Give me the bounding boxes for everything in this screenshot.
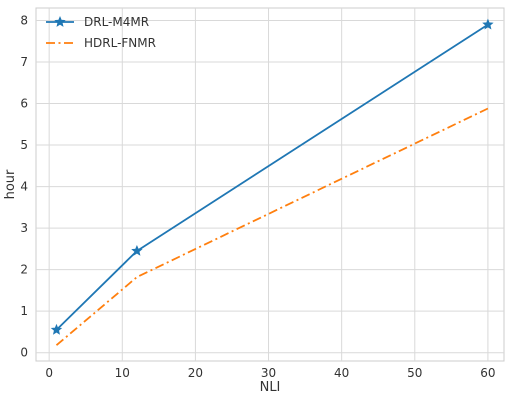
x-tick-label: 50 (407, 366, 422, 380)
x-tick-label: 0 (45, 366, 53, 380)
series-line-drl-m4mr (55, 23, 489, 331)
legend-label-hdrl-fnmr: HDRL-FNMR (84, 36, 156, 50)
x-tick-label: 40 (334, 366, 349, 380)
x-axis-label: NLI (260, 380, 281, 395)
series (50, 18, 494, 346)
y-tick-label: 5 (20, 138, 28, 152)
y-tick-label: 3 (20, 221, 28, 235)
grid (35, 7, 505, 362)
y-tick-label: 6 (20, 97, 28, 111)
x-tick-label: 30 (261, 366, 276, 380)
legend-label-drl-m4mr: DRL-M4MR (84, 15, 149, 29)
data-point-drl-m4mr (131, 244, 143, 256)
legend-marker-drl-m4mr (54, 16, 66, 27)
y-tick-label: 0 (20, 346, 28, 360)
data-point-drl-m4mr (482, 18, 494, 30)
series-line-hdrl-fnmr (55, 107, 489, 346)
plot-frame (35, 7, 505, 362)
y-axis-label: hour (3, 169, 18, 199)
x-tick-label: 60 (480, 366, 495, 380)
tick-labels: 0 10 20 30 40 50 60 0 1 2 3 4 5 6 7 8 (20, 13, 495, 380)
y-tick-label: 1 (20, 304, 28, 318)
x-tick-label: 20 (188, 366, 203, 380)
data-point-drl-m4mr (50, 323, 63, 335)
legend: DRL-M4MR HDRL-FNMR (46, 15, 156, 50)
y-tick-label: 2 (20, 263, 28, 277)
y-tick-label: 8 (20, 13, 28, 27)
y-tick-label: 7 (20, 55, 28, 69)
x-tick-label: 10 (115, 366, 130, 380)
y-tick-label: 4 (20, 180, 28, 194)
